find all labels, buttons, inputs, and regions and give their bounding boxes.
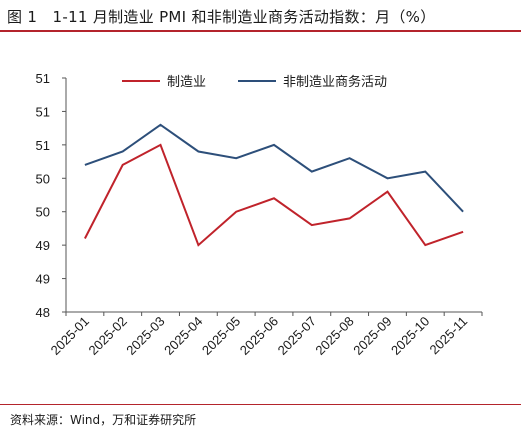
x-tick-label: 2025-08 [312,314,356,358]
x-tick-label: 2025-03 [123,314,167,358]
x-tick-label: 2025-09 [350,314,394,358]
title-divider [0,30,521,32]
x-tick-label: 2025-01 [48,314,92,358]
x-tick-label: 2025-07 [275,314,319,358]
y-tick-label: 50 [36,171,50,186]
legend: 制造业 非制造业商务活动 [122,74,387,90]
y-tick-label: 51 [36,71,50,86]
x-tick-label: 2025-10 [388,314,432,358]
y-tick-label: 51 [36,138,50,153]
y-tick-label: 51 [36,104,50,119]
x-tick-label: 2025-11 [427,314,471,358]
series-lines [84,123,464,247]
y-tick-label: 49 [36,238,50,253]
x-tick-label: 2025-04 [161,314,205,358]
series-line [84,123,464,213]
y-tick-label: 50 [36,205,50,220]
x-tick-label: 2025-05 [199,314,243,358]
figure-title: 图 1 1-11 月制造业 PMI 和非制造业商务活动指数：月（%） [7,8,436,26]
x-tick-label: 2025-02 [85,314,129,358]
source-note: 资料来源：Wind，万和证券研究所 [10,413,197,427]
x-tick-label: 2025-06 [237,314,281,358]
legend-label: 非制造业商务活动 [283,74,387,90]
y-axis-ticks: 48 49 49 50 50 51 51 51 [36,71,66,320]
y-tick-label: 48 [36,305,50,320]
footer-divider [0,404,521,405]
series-line [84,143,464,247]
legend-label: 制造业 [167,75,206,90]
x-axis-ticks: 2025-012025-022025-032025-042025-052025-… [48,312,483,358]
y-tick-label: 49 [36,272,50,287]
chart-axes [65,78,482,313]
